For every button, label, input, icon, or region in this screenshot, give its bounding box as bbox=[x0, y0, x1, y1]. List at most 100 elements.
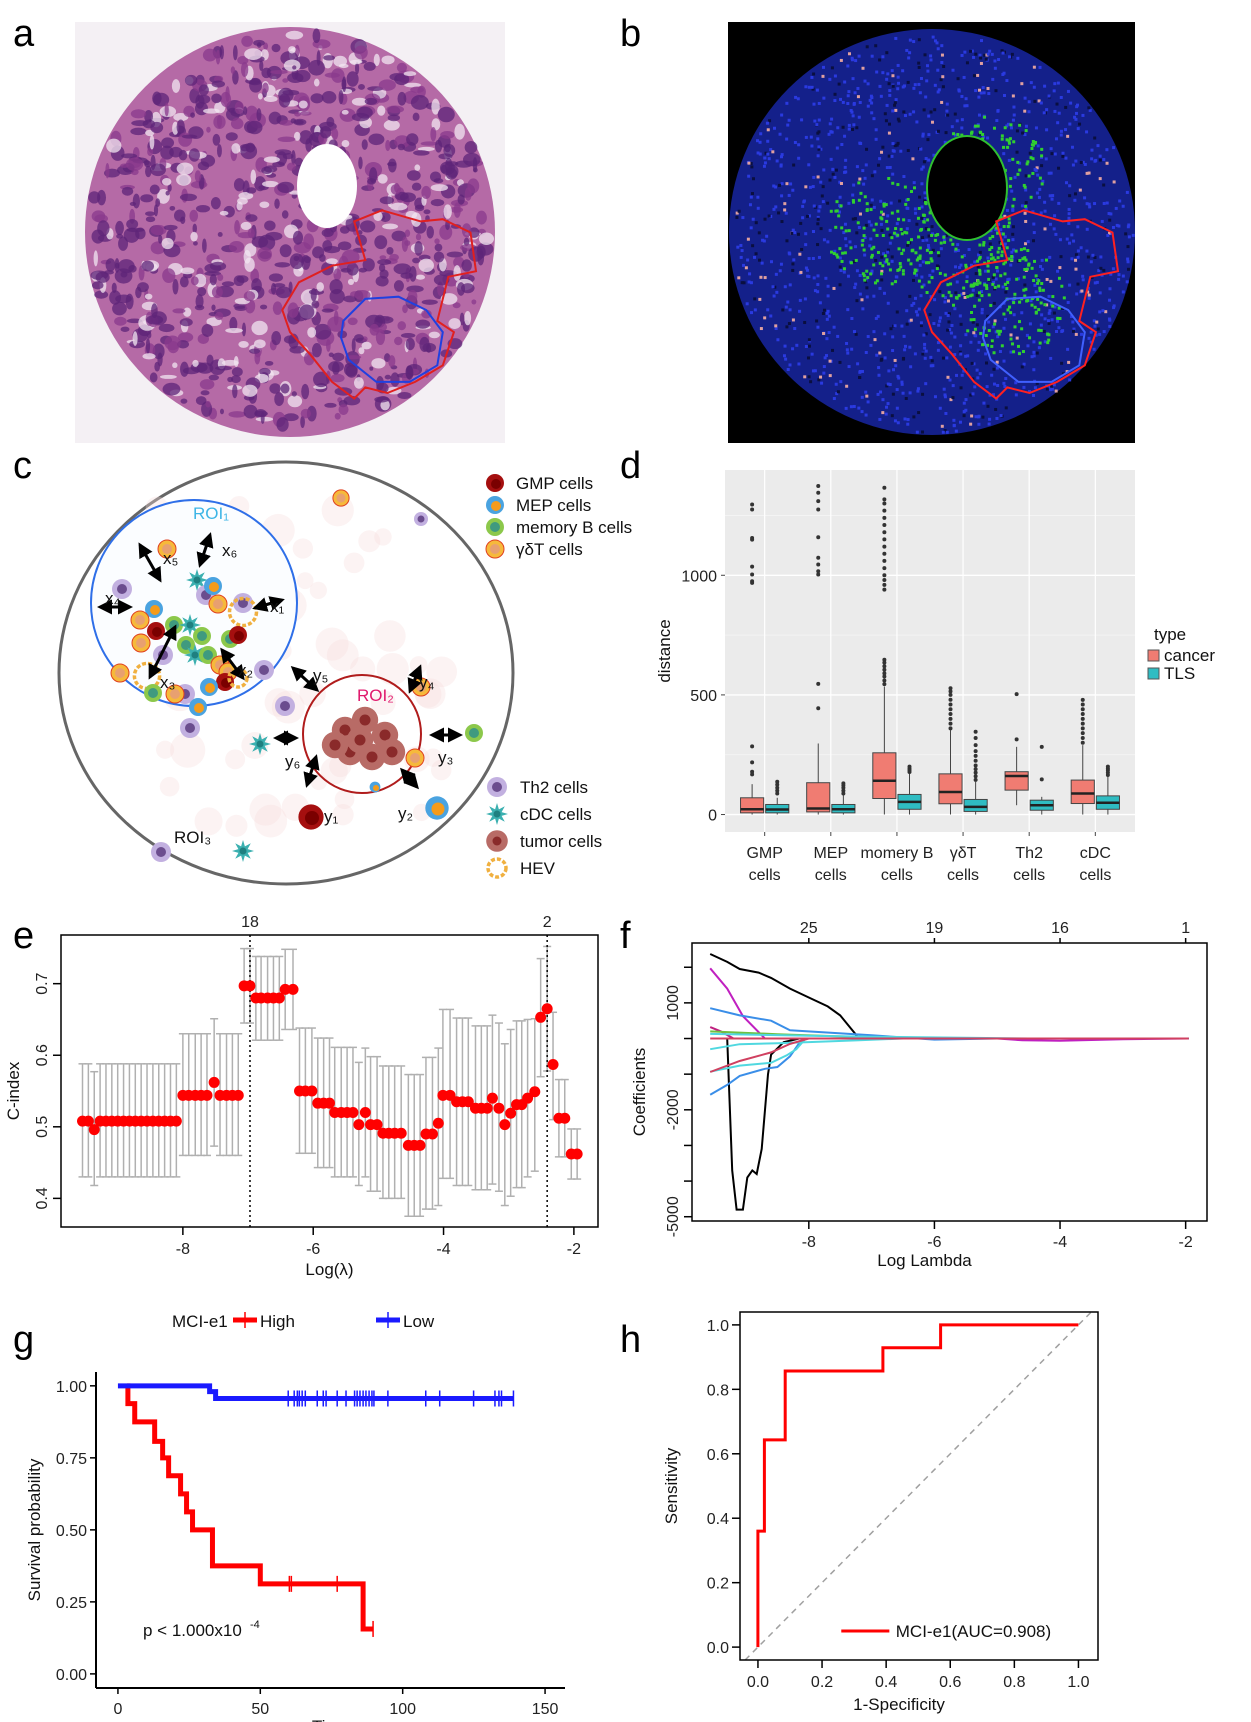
fluorescence-speckle bbox=[996, 335, 1000, 339]
fluorescence-speckle bbox=[896, 117, 900, 121]
tissue-texture bbox=[396, 62, 407, 73]
hev-icon bbox=[486, 857, 508, 879]
mep-cell-core bbox=[209, 582, 219, 592]
fluorescence-speckle bbox=[946, 113, 950, 117]
green-signal bbox=[970, 283, 974, 287]
fluorescence-speckle bbox=[993, 66, 997, 70]
fluorescence-speckle bbox=[1070, 145, 1074, 149]
fluorescence-speckle bbox=[1089, 330, 1093, 334]
fluorescence-speckle bbox=[963, 295, 967, 299]
outlier-point bbox=[816, 569, 821, 574]
fluorescence-speckle bbox=[816, 325, 820, 329]
fluorescence-speckle bbox=[1045, 387, 1049, 391]
fluorescence-speckle bbox=[783, 202, 787, 206]
green-signal bbox=[1007, 221, 1011, 225]
fluorescence-speckle bbox=[858, 177, 862, 181]
fluorescence-speckle bbox=[964, 333, 968, 337]
fluorescence-speckle bbox=[995, 269, 999, 273]
outlier-point bbox=[1080, 740, 1085, 745]
fluorescence-speckle bbox=[918, 263, 922, 267]
green-signal bbox=[992, 126, 996, 130]
tissue-texture bbox=[233, 275, 245, 287]
faded-cell bbox=[296, 572, 314, 590]
green-signal bbox=[829, 209, 833, 213]
tissue-texture bbox=[249, 77, 263, 93]
green-signal bbox=[872, 245, 876, 249]
fluorescence-speckle bbox=[817, 147, 821, 151]
tissue-texture bbox=[443, 204, 452, 219]
fluorescence-speckle bbox=[872, 205, 876, 209]
y-tick-label: 1000 bbox=[665, 985, 682, 1021]
fluorescence-speckle bbox=[943, 395, 947, 399]
tissue-texture bbox=[374, 235, 388, 250]
tissue-texture bbox=[91, 281, 104, 290]
fluorescence-speckle bbox=[791, 262, 795, 266]
tissue-texture bbox=[414, 164, 421, 171]
fluorescence-speckle bbox=[955, 373, 959, 377]
legend-title: type bbox=[1154, 625, 1186, 644]
fluorescence-speckle bbox=[1034, 290, 1038, 294]
tissue-texture bbox=[316, 282, 325, 292]
green-signal bbox=[999, 274, 1003, 278]
fluorescence-speckle bbox=[740, 249, 744, 253]
fluorescence-speckle bbox=[816, 274, 820, 278]
tissue-texture bbox=[93, 250, 98, 267]
y-axis-title: Survival probability bbox=[25, 1458, 44, 1601]
x-tick-label: 0.0 bbox=[747, 1674, 769, 1691]
fluorescence-speckle bbox=[1061, 329, 1065, 333]
fluorescence-speckle bbox=[816, 243, 820, 247]
green-signal bbox=[837, 214, 841, 218]
tissue-texture bbox=[257, 247, 273, 262]
fluorescence-speckle bbox=[798, 309, 802, 313]
fluorescence-speckle bbox=[962, 401, 966, 405]
fluorescence-speckle bbox=[930, 225, 934, 229]
tissue-texture bbox=[347, 317, 358, 326]
tissue-texture bbox=[202, 48, 217, 62]
tissue-texture bbox=[382, 223, 399, 230]
green-signal bbox=[1002, 262, 1006, 266]
fluorescence-speckle bbox=[917, 61, 921, 65]
x-tick-label: -8 bbox=[176, 1241, 190, 1258]
fluorescence-speckle bbox=[1108, 231, 1112, 235]
fluorescence-speckle bbox=[943, 429, 947, 433]
y-tick-label: 0.5 bbox=[34, 1116, 51, 1138]
green-signal bbox=[1030, 303, 1034, 307]
tissue-texture bbox=[263, 165, 278, 173]
green-signal bbox=[1023, 185, 1027, 189]
tissue-texture bbox=[426, 225, 434, 239]
green-signal bbox=[838, 247, 842, 251]
tissue-texture bbox=[176, 173, 192, 186]
fluorescence-speckle bbox=[1034, 126, 1038, 130]
fluorescence-speckle bbox=[1114, 206, 1118, 210]
coefficient-path bbox=[709, 1037, 804, 1096]
fluorescence-speckle bbox=[1085, 171, 1089, 175]
green-signal bbox=[930, 259, 934, 263]
tissue-texture bbox=[461, 259, 472, 272]
fluorescence-speckle bbox=[836, 126, 840, 130]
fluorescence-speckle bbox=[781, 308, 785, 312]
fluorescence-speckle bbox=[920, 182, 924, 186]
outlier-point bbox=[750, 572, 755, 577]
x-axis-title: 1-Specificity bbox=[853, 1695, 945, 1714]
outlier-point bbox=[841, 791, 846, 796]
tissue-texture bbox=[415, 319, 431, 329]
tissue-texture bbox=[162, 382, 181, 396]
green-signal bbox=[966, 295, 970, 299]
fluorescence-speckle bbox=[851, 77, 855, 81]
fluorescence-speckle bbox=[884, 412, 888, 416]
gd-t-cell-core bbox=[115, 668, 125, 678]
green-signal bbox=[987, 259, 991, 263]
tissue-texture bbox=[225, 86, 230, 103]
fluorescence-speckle bbox=[933, 108, 937, 112]
green-signal bbox=[987, 329, 991, 333]
fluorescence-speckle bbox=[903, 84, 907, 88]
fluorescence-speckle bbox=[1050, 384, 1054, 388]
th2-cell-core bbox=[259, 665, 269, 675]
fluorescence-speckle bbox=[864, 413, 868, 417]
fluorescence-speckle bbox=[1022, 362, 1026, 366]
tissue-texture bbox=[308, 59, 325, 76]
tissue-texture bbox=[179, 193, 198, 202]
fluorescence-speckle bbox=[872, 330, 876, 334]
fluorescence-speckle bbox=[1008, 55, 1012, 59]
green-signal bbox=[901, 272, 905, 276]
